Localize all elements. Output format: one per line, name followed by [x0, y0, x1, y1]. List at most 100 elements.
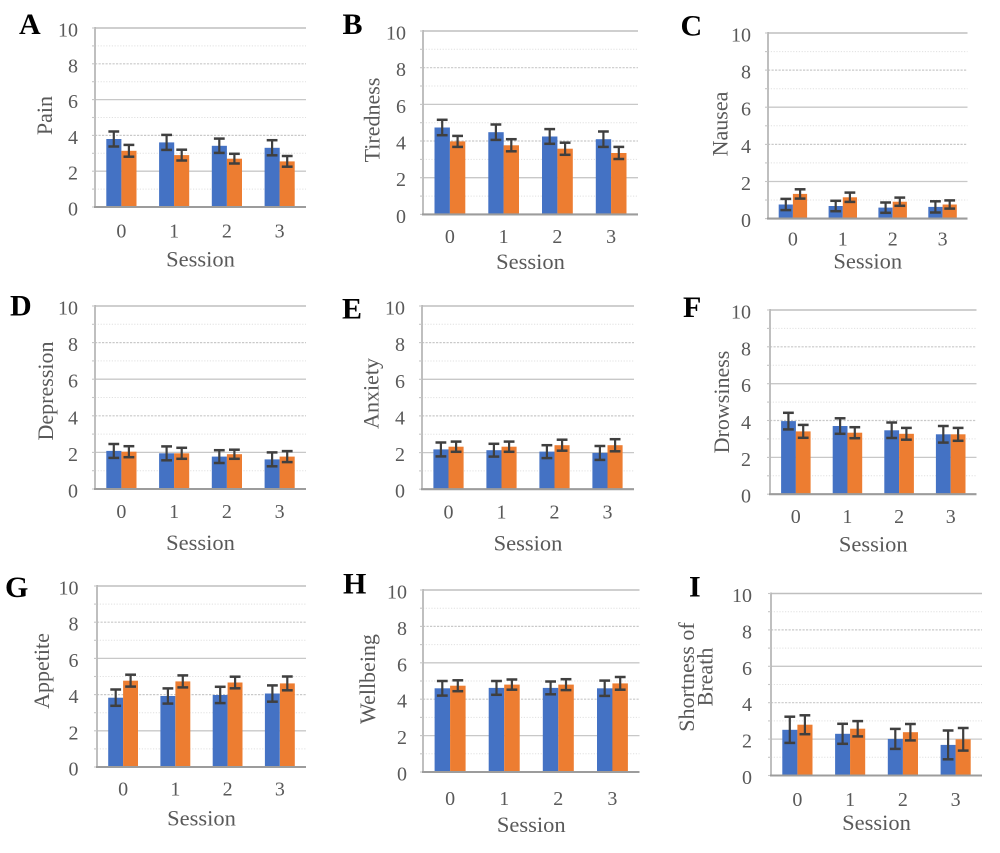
svg-text:3: 3 — [606, 226, 616, 248]
svg-text:6: 6 — [69, 650, 79, 672]
svg-text:10: 10 — [59, 578, 79, 600]
svg-text:Session: Session — [833, 249, 902, 274]
svg-text:0: 0 — [68, 481, 78, 503]
svg-text:Appetite: Appetite — [29, 633, 54, 709]
svg-text:4: 4 — [742, 694, 752, 716]
svg-text:Anxiety: Anxiety — [359, 358, 384, 429]
svg-text:1: 1 — [497, 502, 507, 524]
svg-text:Session: Session — [496, 249, 565, 274]
svg-text:1: 1 — [169, 221, 179, 243]
svg-text:0: 0 — [116, 501, 126, 523]
svg-text:Shortness of: Shortness of — [674, 622, 699, 732]
svg-text:0: 0 — [396, 206, 406, 228]
svg-text:2: 2 — [69, 722, 79, 744]
svg-text:8: 8 — [68, 334, 78, 356]
svg-text:3: 3 — [275, 221, 285, 243]
svg-text:2: 2 — [550, 502, 560, 524]
svg-text:3: 3 — [607, 788, 617, 810]
svg-text:Tiredness: Tiredness — [360, 78, 385, 163]
svg-text:6: 6 — [397, 654, 407, 676]
svg-text:2: 2 — [68, 163, 78, 185]
svg-text:2: 2 — [894, 506, 904, 528]
svg-text:B: B — [343, 8, 363, 41]
svg-text:6: 6 — [395, 371, 405, 393]
svg-text:10: 10 — [387, 582, 407, 604]
svg-text:3: 3 — [603, 502, 613, 524]
svg-text:1: 1 — [842, 506, 852, 528]
svg-text:0: 0 — [444, 502, 454, 524]
svg-text:0: 0 — [116, 221, 126, 243]
svg-text:0: 0 — [741, 210, 751, 232]
svg-text:2: 2 — [397, 727, 407, 749]
svg-text:8: 8 — [741, 62, 751, 84]
svg-text:0: 0 — [68, 199, 78, 221]
svg-text:4: 4 — [741, 412, 751, 434]
svg-text:6: 6 — [741, 375, 751, 397]
svg-text:4: 4 — [395, 407, 405, 429]
svg-text:8: 8 — [68, 55, 78, 77]
svg-text:10: 10 — [58, 20, 78, 42]
svg-text:Session: Session — [166, 247, 235, 272]
svg-text:2: 2 — [742, 731, 752, 753]
svg-text:3: 3 — [275, 779, 285, 801]
svg-text:Breath: Breath — [693, 648, 718, 707]
svg-text:3: 3 — [951, 789, 961, 811]
svg-text:0: 0 — [445, 788, 455, 810]
svg-text:F: F — [683, 291, 701, 324]
svg-text:2: 2 — [395, 444, 405, 466]
svg-text:3: 3 — [275, 501, 285, 523]
svg-text:8: 8 — [397, 618, 407, 640]
svg-text:Depression: Depression — [33, 342, 58, 441]
svg-text:4: 4 — [396, 133, 406, 155]
svg-text:4: 4 — [69, 686, 79, 708]
svg-text:2: 2 — [741, 173, 751, 195]
svg-text:Wellbeing: Wellbeing — [355, 634, 380, 724]
svg-text:0: 0 — [791, 506, 801, 528]
svg-text:1: 1 — [499, 788, 509, 810]
svg-text:1: 1 — [499, 226, 509, 248]
svg-text:0: 0 — [741, 486, 751, 508]
svg-text:2: 2 — [898, 789, 908, 811]
svg-text:Session: Session — [167, 806, 236, 831]
svg-text:2: 2 — [741, 449, 751, 471]
svg-text:8: 8 — [69, 614, 79, 636]
svg-text:I: I — [689, 571, 701, 604]
svg-text:6: 6 — [742, 658, 752, 680]
svg-text:10: 10 — [386, 23, 406, 45]
svg-text:8: 8 — [742, 621, 752, 643]
svg-text:2: 2 — [888, 229, 898, 251]
svg-text:6: 6 — [68, 91, 78, 113]
svg-text:0: 0 — [788, 229, 798, 251]
svg-text:0: 0 — [69, 759, 79, 781]
svg-text:10: 10 — [385, 298, 405, 320]
svg-text:4: 4 — [741, 136, 751, 158]
svg-text:Nausea: Nausea — [707, 91, 732, 156]
svg-text:D: D — [10, 290, 32, 323]
svg-text:3: 3 — [938, 229, 948, 251]
svg-text:2: 2 — [223, 779, 233, 801]
svg-text:3: 3 — [946, 506, 956, 528]
svg-text:Session: Session — [494, 531, 563, 556]
svg-text:2: 2 — [396, 169, 406, 191]
svg-text:Session: Session — [497, 812, 566, 837]
svg-text:Pain: Pain — [32, 96, 57, 135]
svg-text:1: 1 — [170, 779, 180, 801]
svg-text:6: 6 — [68, 371, 78, 393]
svg-text:1: 1 — [838, 229, 848, 251]
svg-text:4: 4 — [68, 407, 78, 429]
svg-text:10: 10 — [731, 302, 751, 324]
svg-text:0: 0 — [742, 767, 752, 789]
svg-text:8: 8 — [395, 334, 405, 356]
svg-text:C: C — [681, 9, 703, 42]
svg-text:8: 8 — [396, 59, 406, 81]
svg-text:Session: Session — [842, 810, 911, 835]
svg-text:6: 6 — [396, 96, 406, 118]
svg-text:10: 10 — [731, 25, 751, 47]
svg-text:G: G — [5, 571, 28, 604]
svg-text:6: 6 — [741, 99, 751, 121]
svg-text:Drowsiness: Drowsiness — [709, 351, 734, 454]
svg-text:H: H — [343, 568, 366, 601]
svg-text:2: 2 — [553, 788, 563, 810]
svg-text:10: 10 — [732, 585, 752, 607]
svg-text:0: 0 — [445, 226, 455, 248]
